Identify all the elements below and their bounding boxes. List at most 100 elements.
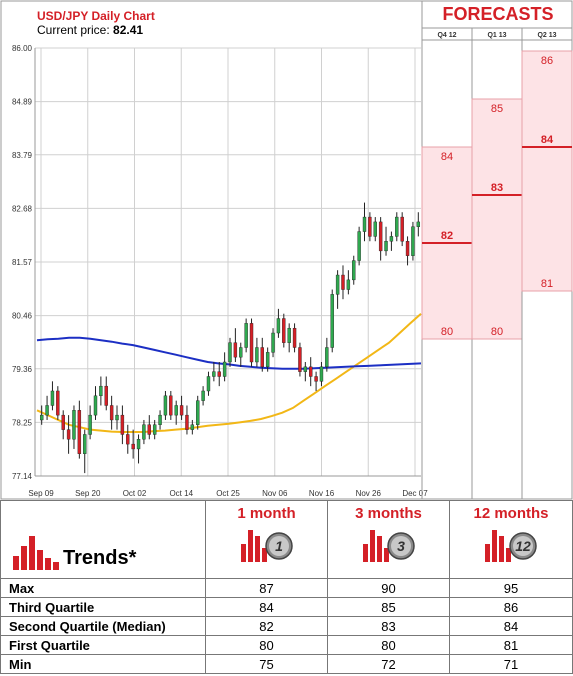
x-tick-label: Sep 20 bbox=[75, 489, 101, 498]
y-tick-label: 83.79 bbox=[12, 151, 33, 160]
candle-body bbox=[136, 439, 141, 450]
candle-body bbox=[120, 414, 125, 435]
candle-body bbox=[352, 260, 356, 281]
y-tick-label: 84.89 bbox=[12, 98, 33, 107]
row-label: Second Quartile (Median) bbox=[0, 616, 206, 636]
candle-body bbox=[378, 221, 383, 252]
forecast-period-label: Q2 13 bbox=[537, 32, 556, 39]
candle-body bbox=[99, 385, 103, 397]
forecast-range-band bbox=[471, 98, 523, 340]
candle-body bbox=[88, 414, 92, 435]
forecast-median-label: 83 bbox=[491, 182, 503, 194]
candle-body bbox=[222, 361, 227, 377]
candle-body bbox=[142, 424, 146, 440]
current-price-value: 82.41 bbox=[113, 23, 144, 37]
y-tick-label: 78.25 bbox=[12, 418, 33, 427]
trends-label: Trends* bbox=[63, 547, 137, 569]
candle-body bbox=[45, 405, 49, 416]
candle-body bbox=[131, 443, 135, 450]
candle-body bbox=[239, 347, 243, 358]
candle-body bbox=[373, 221, 377, 237]
candle-body bbox=[271, 332, 275, 353]
row-value: 82 bbox=[205, 616, 328, 636]
candle-body bbox=[335, 274, 340, 295]
candle-body bbox=[77, 410, 82, 454]
y-tick-label: 86.00 bbox=[12, 44, 33, 53]
row-value: 87 bbox=[205, 578, 328, 598]
candle-body bbox=[346, 279, 351, 290]
row-value: 84 bbox=[205, 597, 328, 617]
candle-body bbox=[39, 414, 44, 421]
candle-body bbox=[212, 371, 216, 377]
trends-table: Trends* 1 month 1 3 months 3 12 months 12 M… bbox=[0, 500, 573, 676]
candle-body bbox=[282, 318, 286, 343]
candle-body bbox=[416, 221, 421, 227]
table-row: Second Quartile (Median) 82 83 84 bbox=[0, 616, 573, 636]
candle-body bbox=[314, 376, 318, 382]
candle-body bbox=[362, 216, 367, 232]
candle-body bbox=[265, 352, 270, 368]
row-value: 95 bbox=[449, 578, 573, 598]
y-tick-label: 79.36 bbox=[12, 365, 33, 374]
candle-body bbox=[368, 216, 372, 237]
period-badge-number: 1 bbox=[275, 538, 283, 554]
y-tick-label: 82.68 bbox=[12, 204, 33, 213]
candle-body bbox=[72, 410, 76, 440]
chart-title: USD/JPY Daily Chart bbox=[37, 9, 155, 23]
bar-chart-icon bbox=[13, 536, 59, 570]
row-value: 86 bbox=[449, 597, 573, 617]
candle-body bbox=[303, 366, 308, 372]
candle-body bbox=[260, 347, 264, 368]
y-tick-label: 80.46 bbox=[12, 312, 33, 321]
candle-body bbox=[319, 366, 324, 382]
candle-body bbox=[196, 400, 200, 425]
row-label: Min bbox=[0, 654, 206, 674]
row-label: Max bbox=[0, 578, 206, 598]
forecast-upper-label: 84 bbox=[441, 151, 453, 163]
forecast-lower-label: 80 bbox=[491, 326, 503, 338]
forecast-period-label: Q4 12 bbox=[437, 32, 456, 39]
row-value: 80 bbox=[205, 635, 328, 655]
x-tick-label: Nov 06 bbox=[262, 489, 288, 498]
x-tick-label: Nov 26 bbox=[356, 489, 382, 498]
candle-body bbox=[309, 366, 313, 377]
candle-body bbox=[126, 434, 130, 445]
candle-body bbox=[158, 414, 162, 425]
candle-body bbox=[276, 318, 281, 334]
table-row: Max 87 90 95 bbox=[0, 578, 573, 598]
period-badge-icon: 12 bbox=[483, 530, 539, 565]
period-badge-number: 3 bbox=[397, 538, 405, 554]
usdjpy-chart: 86.00 84.89 83.79 82.68 81.57 80.46 79.36 78.25… bbox=[0, 0, 573, 500]
candle-body bbox=[400, 216, 404, 242]
row-value: 80 bbox=[327, 635, 450, 655]
row-value: 85 bbox=[327, 597, 450, 617]
row-value: 75 bbox=[205, 654, 328, 674]
candle-body bbox=[179, 405, 184, 416]
candle-body bbox=[93, 395, 98, 416]
candle-body bbox=[357, 231, 361, 261]
period-badge-icon: 3 bbox=[361, 530, 417, 565]
col-1-month: 1 month 1 bbox=[205, 500, 328, 579]
y-tick-label: 77.14 bbox=[12, 472, 33, 481]
candle-body bbox=[104, 385, 108, 406]
moving-average-line-2 bbox=[36, 336, 422, 370]
forecast-upper-label: 85 bbox=[491, 103, 503, 115]
x-tick-label: Oct 02 bbox=[123, 489, 147, 498]
candle-body bbox=[115, 414, 119, 421]
candle-body bbox=[255, 347, 259, 363]
candle-body bbox=[389, 236, 394, 242]
period-badge-icon: 1 bbox=[239, 530, 295, 565]
candle-body bbox=[330, 294, 334, 348]
forecasts-title: FORECASTS bbox=[442, 4, 554, 24]
candle-body bbox=[249, 323, 254, 363]
forecast-lower-label: 80 bbox=[441, 326, 453, 338]
x-tick-label: Sep 09 bbox=[28, 489, 54, 498]
candle-body bbox=[384, 241, 388, 252]
table-row: Third Quartile 84 85 86 bbox=[0, 597, 573, 617]
col-title: 12 months bbox=[473, 505, 549, 522]
col-3-months: 3 months 3 bbox=[327, 500, 450, 579]
candle-body bbox=[147, 424, 151, 435]
period-badge-number: 12 bbox=[515, 538, 531, 554]
col-title: 1 month bbox=[237, 505, 296, 522]
candle-body bbox=[325, 347, 329, 368]
